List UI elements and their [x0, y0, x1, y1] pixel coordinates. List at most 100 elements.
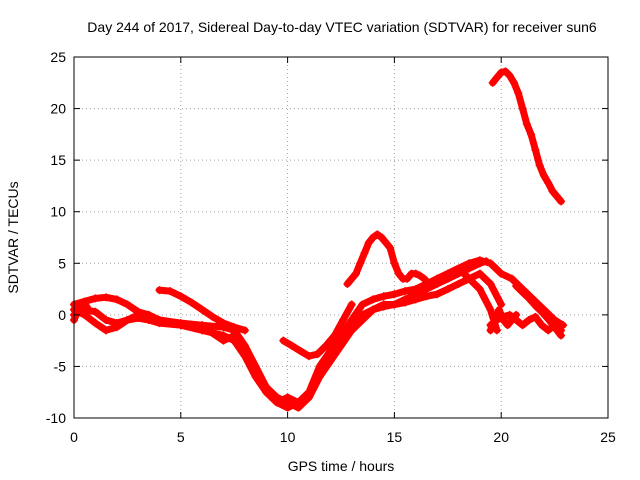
- plot-frame: [73, 56, 609, 419]
- data-point-marker: [411, 269, 420, 278]
- data-point-marker: [544, 314, 553, 323]
- data-point-marker: [102, 326, 111, 335]
- data-point-marker: [230, 323, 239, 332]
- data-point-marker: [187, 298, 196, 307]
- x-tick-label: 20: [493, 429, 509, 445]
- data-point-marker: [176, 292, 185, 301]
- data-point-marker: [347, 274, 356, 283]
- data-point-marker: [433, 274, 442, 283]
- data-point-marker: [347, 316, 356, 325]
- series-trace: [489, 67, 565, 205]
- data-point-marker: [379, 300, 388, 309]
- data-point-marker: [102, 293, 111, 302]
- data-point-marker: [544, 178, 553, 187]
- series-track-10: [512, 281, 566, 340]
- data-point-marker: [505, 71, 514, 80]
- data-point-marker: [390, 259, 399, 268]
- data-point-marker: [537, 307, 546, 316]
- data-point-marker: [495, 305, 504, 314]
- data-point-marker: [283, 398, 292, 407]
- series-trace: [343, 230, 567, 329]
- data-point-marker: [454, 264, 463, 273]
- data-point-marker: [112, 319, 121, 328]
- data-point-marker: [486, 305, 495, 314]
- data-point-marker: [313, 350, 322, 359]
- data-point-marker: [208, 329, 217, 338]
- y-tick-label: 5: [58, 255, 66, 271]
- data-point-marker: [272, 393, 281, 402]
- data-point-marker: [499, 316, 508, 325]
- x-tick-label: 0: [70, 429, 78, 445]
- data-point-marker: [548, 187, 557, 196]
- data-point-marker: [518, 288, 527, 297]
- data-point-marker: [507, 274, 516, 283]
- data-point-marker: [78, 298, 87, 307]
- data-point-marker: [401, 298, 410, 307]
- data-point-marker: [112, 295, 121, 304]
- data-point-marker: [219, 336, 228, 345]
- y-tick-label: 20: [50, 101, 66, 117]
- data-point-marker: [360, 248, 369, 257]
- data-point-marker: [486, 326, 495, 335]
- series-track-3: [70, 269, 506, 412]
- data-point-marker: [240, 346, 249, 355]
- y-tick-label: 15: [50, 152, 66, 168]
- y-tick-label: 10: [50, 204, 66, 220]
- series-trace: [512, 282, 565, 339]
- data-point-marker: [351, 269, 360, 278]
- data-point-marker: [454, 279, 463, 288]
- data-point-marker: [420, 274, 429, 283]
- x-tick-label: 25: [600, 429, 616, 445]
- data-point-marker: [315, 362, 324, 371]
- data-point-marker: [552, 192, 561, 201]
- data-point-marker: [411, 295, 420, 304]
- data-point-marker: [507, 316, 516, 325]
- data-point-marker: [537, 321, 546, 330]
- data-point-marker: [155, 319, 164, 328]
- series-track-5: [279, 300, 356, 361]
- y-tick-label: -10: [46, 410, 66, 426]
- data-point-marker: [208, 312, 217, 321]
- data-point-marker: [514, 89, 523, 98]
- data-point-marker: [465, 259, 474, 268]
- data-point-marker: [443, 285, 452, 294]
- data-point-marker: [550, 323, 559, 332]
- data-series: [70, 67, 568, 412]
- series-track-9: [486, 305, 521, 335]
- x-tick-label: 5: [177, 429, 185, 445]
- data-point-marker: [490, 316, 499, 325]
- data-point-marker: [512, 281, 521, 290]
- data-point-marker: [123, 300, 132, 309]
- data-point-marker: [144, 316, 153, 325]
- data-point-marker: [497, 269, 506, 278]
- grid: [74, 57, 608, 418]
- data-point-marker: [379, 292, 388, 301]
- axis-ticks: 0 5 10 15 20 25 -10 -5 0 5 10 15 20 25: [46, 49, 616, 445]
- data-point-marker: [369, 305, 378, 314]
- data-point-marker: [304, 352, 313, 361]
- data-point-marker: [424, 279, 433, 288]
- data-point-marker: [251, 367, 260, 376]
- data-point-marker: [123, 316, 132, 325]
- data-point-marker: [544, 326, 553, 335]
- data-point-marker: [428, 277, 437, 286]
- y-tick-label: 25: [50, 49, 66, 65]
- data-point-marker: [524, 294, 533, 303]
- data-point-marker: [262, 383, 271, 392]
- x-tick-label: 10: [280, 429, 296, 445]
- data-point-marker: [557, 197, 566, 206]
- data-point-marker: [373, 230, 382, 239]
- data-point-marker: [326, 346, 335, 355]
- data-point-marker: [386, 243, 395, 252]
- data-point-marker: [518, 321, 527, 330]
- data-point-marker: [492, 73, 501, 82]
- data-point-marker: [358, 300, 367, 309]
- data-point-marker: [322, 341, 331, 350]
- data-point-marker: [422, 292, 431, 301]
- data-point-marker: [219, 319, 228, 328]
- data-point-marker: [304, 393, 313, 402]
- data-point-marker: [539, 171, 548, 180]
- data-point-marker: [527, 130, 536, 139]
- data-point-marker: [486, 259, 495, 268]
- data-point-marker: [166, 287, 175, 296]
